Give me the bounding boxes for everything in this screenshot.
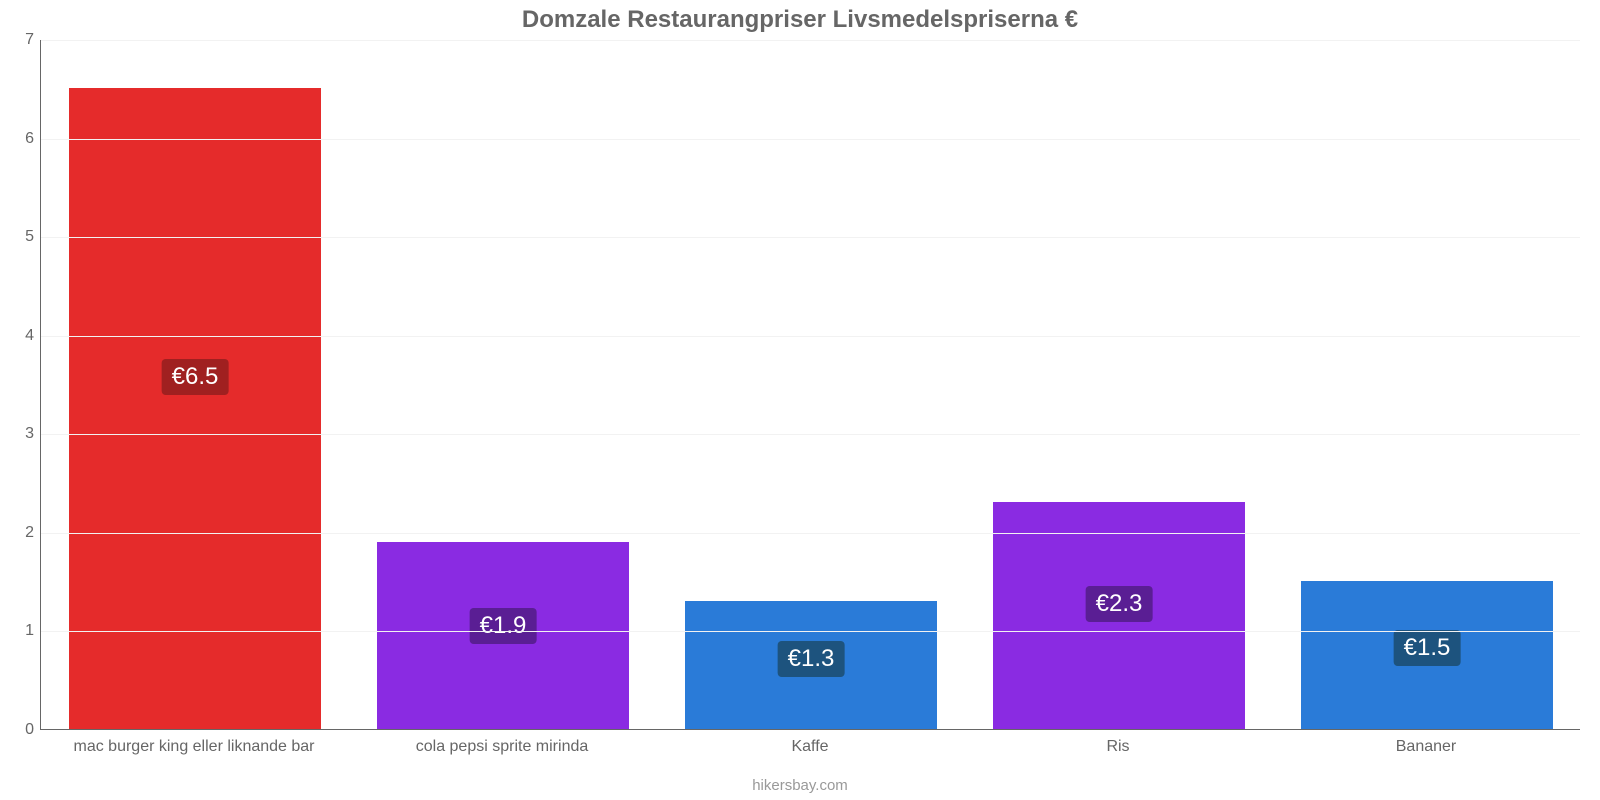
bars-layer: €6.5 €1.9 €1.3 €2.3 €1.5 — [41, 40, 1580, 729]
x-tick-label: Ris — [1106, 738, 1129, 756]
value-badge: €1.5 — [1394, 630, 1461, 666]
bar: €6.5 — [69, 88, 322, 729]
value-badge: €6.5 — [162, 359, 229, 395]
bar: €1.9 — [377, 542, 630, 729]
x-tick-label: Bananer — [1396, 738, 1457, 756]
y-tick-label: 2 — [4, 524, 34, 542]
chart-container: Domzale Restaurangpriser Livsmedelsprise… — [0, 0, 1600, 800]
gridline — [41, 336, 1580, 337]
value-badge: €2.3 — [1086, 586, 1153, 622]
gridline — [41, 237, 1580, 238]
y-tick-label: 3 — [4, 425, 34, 443]
value-badge: €1.3 — [778, 641, 845, 677]
plot-area: €6.5 €1.9 €1.3 €2.3 €1.5 — [40, 40, 1580, 730]
y-tick-label: 5 — [4, 228, 34, 246]
gridline — [41, 139, 1580, 140]
value-badge: €1.9 — [470, 608, 537, 644]
gridline — [41, 533, 1580, 534]
y-tick-label: 7 — [4, 31, 34, 49]
x-tick-label: cola pepsi sprite mirinda — [416, 738, 589, 756]
bar: €1.3 — [685, 601, 938, 729]
gridline — [41, 631, 1580, 632]
x-tick-label: mac burger king eller liknande bar — [73, 738, 314, 756]
y-tick-label: 1 — [4, 622, 34, 640]
y-tick-label: 4 — [4, 327, 34, 345]
bar: €2.3 — [993, 502, 1246, 729]
bar: €1.5 — [1301, 581, 1554, 729]
y-tick-label: 0 — [4, 721, 34, 739]
chart-title: Domzale Restaurangpriser Livsmedelsprise… — [0, 6, 1600, 34]
gridline — [41, 40, 1580, 41]
x-tick-label: Kaffe — [791, 738, 828, 756]
credit-text: hikersbay.com — [0, 777, 1600, 794]
y-tick-label: 6 — [4, 130, 34, 148]
gridline — [41, 434, 1580, 435]
